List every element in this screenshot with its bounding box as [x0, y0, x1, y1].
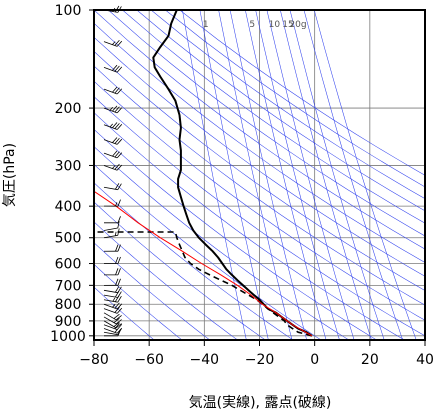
dry-adiabat-line: [94, 36, 425, 277]
wind-barb: [103, 268, 121, 276]
grid: [93, 9, 426, 340]
mixing-ratio-label: 20g: [289, 20, 306, 30]
x-tick-label: 40: [416, 352, 434, 368]
wind-barb: [103, 327, 123, 334]
mixing-ratio-line: [289, 10, 385, 340]
dry-adiabat-line: [94, 242, 210, 340]
dry-adiabat-line: [108, 10, 425, 237]
y-tick-label: 800: [55, 297, 82, 313]
y-tick-label: 1000: [50, 329, 86, 345]
dry-adiabat-line: [94, 10, 425, 250]
mixing-ratio-line: [199, 10, 269, 340]
dry-adiabat-line: [94, 164, 322, 340]
mixing-ratio-line: [266, 10, 355, 340]
wind-barb: [103, 316, 122, 325]
dry-adiabat-line: [94, 80, 425, 321]
mixing-ratio-line: [245, 10, 327, 340]
x-tick-label: −40: [190, 352, 220, 368]
mixing-ratio-line: [218, 10, 293, 340]
dry-adiabat-line: [136, 10, 425, 212]
x-tick-label: −80: [79, 352, 109, 368]
dry-adiabat-line: [179, 10, 425, 176]
dry-adiabat-line: [94, 182, 294, 340]
y-axis-title: 気圧(hPa): [2, 143, 18, 207]
x-tick-label: −20: [245, 352, 275, 368]
y-tick-label: 400: [55, 199, 82, 215]
wind-barb: [103, 183, 122, 191]
wind-barb: [103, 320, 122, 329]
dry-adiabat-line: [94, 65, 425, 306]
x-tick-label: 0: [310, 352, 319, 368]
dry-adiabat-line: [94, 50, 425, 291]
wind-barb: [103, 302, 123, 310]
wind-barb: [103, 312, 122, 321]
mixing-ratio-label: 5: [249, 20, 255, 30]
wind-barb: [103, 286, 122, 294]
wind-barb: [103, 39, 123, 47]
dry-adiabat-line: [94, 22, 425, 263]
mixing-ratio-label: 1: [203, 20, 209, 30]
dry-adiabat-line: [122, 10, 425, 224]
dry-adiabat-line: [94, 96, 425, 337]
dry-adiabat-line: [94, 128, 377, 340]
temperature-line: [152, 10, 313, 337]
wind-barb: [103, 64, 123, 73]
y-tick-label: 700: [55, 278, 82, 294]
wind-barb: [103, 307, 123, 314]
mixing-ratio-line: [255, 10, 340, 340]
mixing-ratio-label: 15: [282, 20, 293, 30]
y-tick-label: 500: [55, 231, 82, 247]
y-tick-label: 100: [55, 3, 82, 19]
wind-barb: [103, 244, 121, 252]
wind-barb: [103, 122, 123, 130]
wind-barb: [103, 137, 123, 145]
wind-barb: [103, 163, 123, 171]
wind-barb: [103, 86, 123, 95]
wind-barb: [103, 216, 121, 224]
adiabat-lines: [94, 10, 425, 340]
mixing-ratio-line: [303, 10, 403, 340]
y-tick-label: 600: [55, 257, 82, 273]
dry-adiabat-line: [94, 263, 183, 340]
x-tick-label: −60: [134, 352, 164, 368]
mixing-ratio-line: [229, 10, 307, 340]
y-tick-label: 300: [55, 158, 82, 174]
parcel-curve-line: [94, 190, 313, 337]
x-tick-labels: −80 −60 −40 −20 0 20 40: [79, 340, 434, 368]
wind-barb: [103, 199, 121, 207]
wind-barb: [103, 278, 121, 286]
wind-barb: [103, 256, 121, 264]
wind-barbs: [103, 5, 123, 337]
dry-adiabat-line: [94, 146, 350, 340]
wind-barb: [103, 221, 120, 231]
dewpoint-line: [94, 231, 313, 337]
dry-adiabat-line: [94, 201, 266, 340]
mixing-ratio-label: 10: [269, 20, 281, 30]
dry-adiabat-line: [165, 10, 425, 188]
x-axis-title: 気温(実線), 露点(破線): [189, 395, 332, 411]
series-layer: [94, 10, 313, 337]
mixing-ratio-line: [182, 10, 247, 340]
y-tick-label: 200: [55, 101, 82, 117]
mixing-ratio-line: [313, 10, 417, 340]
wind-barb: [103, 150, 123, 159]
dry-adiabat-line: [94, 221, 238, 340]
wind-barb: [103, 105, 123, 114]
dry-adiabat-line: [94, 286, 155, 340]
dry-adiabat-line: [150, 10, 425, 199]
wind-barb: [103, 228, 120, 239]
mixing-ratio-line: [280, 10, 372, 340]
y-tick-label: 900: [55, 314, 82, 330]
x-tick-label: 20: [361, 352, 379, 368]
